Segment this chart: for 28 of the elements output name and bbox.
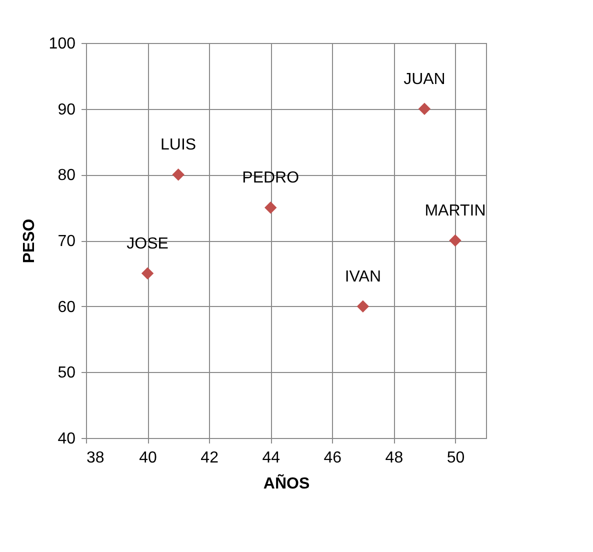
point: [356, 300, 370, 312]
y-tick-label: 60: [58, 298, 76, 316]
point: [264, 201, 277, 214]
annotation: PEDRO: [242, 170, 300, 187]
point: [141, 267, 154, 280]
annotation: JUAN: [404, 70, 446, 88]
y-tick-label: 100: [48, 36, 76, 52]
x-tick-label: 40: [139, 450, 158, 466]
x-tick-label: 44: [262, 450, 280, 466]
point: [449, 234, 462, 247]
y-tick-label: 80: [58, 167, 76, 184]
x-tick-label: 42: [200, 450, 219, 466]
annotation: IVAN: [344, 268, 381, 286]
y-tick-label: 70: [58, 233, 76, 250]
x-tick-label: 50: [446, 450, 465, 466]
x-axis-title: AÑOS: [263, 474, 310, 492]
y-tick-label: 90: [58, 101, 76, 118]
annotation: JOSE: [126, 235, 168, 252]
point: [172, 168, 184, 181]
y-tick-label: 50: [58, 364, 76, 382]
point: [418, 102, 431, 115]
x-tick-label: 38: [86, 450, 104, 466]
y-axis-title: PESO: [20, 218, 38, 264]
annotation: LUIS: [160, 136, 196, 154]
x-tick-label: 46: [324, 450, 342, 466]
x-tick-label: 48: [385, 450, 404, 466]
annotation: MARTIN: [424, 202, 486, 220]
y-tick-label: 40: [58, 430, 76, 448]
